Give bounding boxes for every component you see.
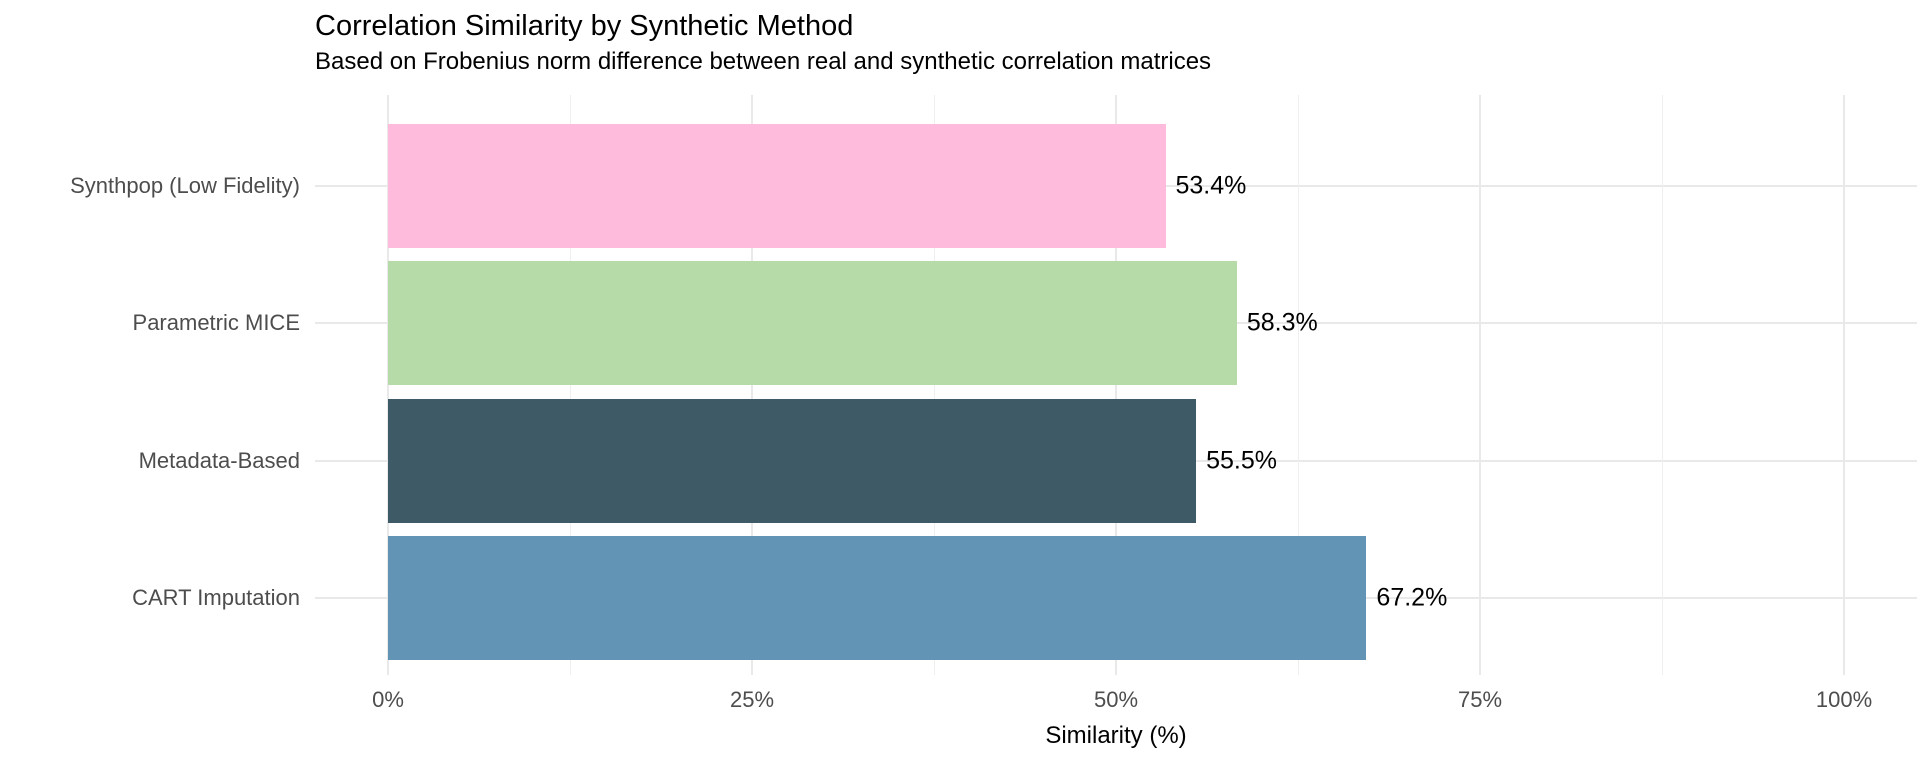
x-tick-label-100pct: 100% xyxy=(1815,687,1873,712)
bar-value-label: 55.5% xyxy=(1206,446,1277,475)
bar-value-label: 53.4% xyxy=(1175,171,1247,200)
x-tick-label-50pct: 50% xyxy=(1093,687,1139,712)
bar-value-label: 67.2% xyxy=(1376,583,1448,612)
bar-parametric-mice xyxy=(388,261,1237,386)
plot-panel: 53.4% 58.3% 55.5% 67.2% xyxy=(315,95,1917,675)
chart-subtitle: Based on Frobenius norm difference betwe… xyxy=(315,48,1212,75)
x-axis-title: Similarity (%) xyxy=(1045,722,1187,749)
bar-metadata-based xyxy=(388,398,1197,523)
chart-title: Correlation Similarity by Synthetic Meth… xyxy=(315,10,854,42)
bar-synthpop-low-fidelity- xyxy=(388,124,1166,248)
bar-cart-imputation xyxy=(388,535,1367,660)
gridline-vertical-minor xyxy=(1298,95,1299,675)
bar-value-label: 58.3% xyxy=(1246,308,1318,337)
x-tick-label-0pct: 0% xyxy=(372,687,404,712)
y-axis-label-metadata-based: Metadata-Based xyxy=(138,447,300,473)
x-tick-label-25pct: 25% xyxy=(729,687,775,712)
y-axis-label-cart-imputation: CART Imputation xyxy=(132,584,300,610)
gridline-vertical-minor xyxy=(1662,95,1663,675)
gridline-vertical-major xyxy=(1479,95,1481,675)
gridline-vertical-major xyxy=(1843,95,1845,675)
x-tick-label-75pct: 75% xyxy=(1457,687,1503,712)
y-axis-label-parametric-mice: Parametric MICE xyxy=(132,310,300,336)
y-axis-label-synthpop-low-fidelity-: Synthpop (Low Fidelity) xyxy=(70,173,300,198)
